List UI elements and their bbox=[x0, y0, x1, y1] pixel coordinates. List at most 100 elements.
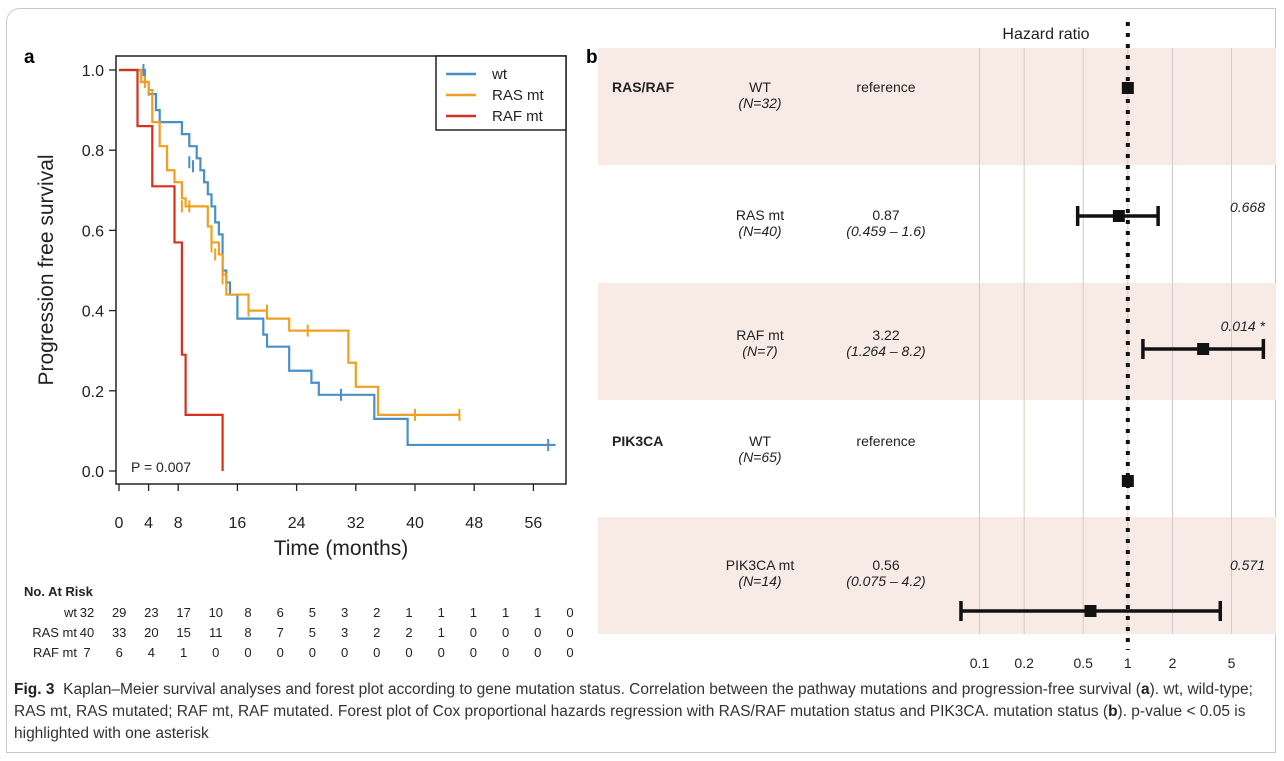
risk-cell: 1 bbox=[470, 605, 477, 620]
risk-cell: 8 bbox=[244, 605, 251, 620]
risk-cell: 0 bbox=[534, 625, 541, 640]
forest-point bbox=[1112, 210, 1125, 222]
km-y-tick-label: 0.2 bbox=[82, 384, 104, 401]
forest-ci-value: (0.075 – 4.2) bbox=[846, 573, 925, 589]
panel-b-label: b bbox=[586, 47, 598, 68]
forest-point bbox=[1197, 343, 1210, 355]
figure-svg: a 0.00.20.40.60.81.00 4 8 16 24 32 40 48 56Time … bbox=[24, 22, 1276, 671]
km-curve-1 bbox=[119, 68, 460, 416]
risk-cell: 2 bbox=[405, 625, 412, 640]
risk-cell: 11 bbox=[209, 625, 223, 640]
forest-level-label: PIK3CA mt bbox=[726, 557, 795, 573]
risk-cell: 0 bbox=[566, 605, 573, 620]
km-x-tick-label: 32 bbox=[347, 515, 365, 532]
risk-cell: 33 bbox=[112, 625, 126, 640]
forest-x-tick-label: 0.5 bbox=[1073, 655, 1093, 671]
forest-row-band bbox=[598, 283, 1276, 400]
risk-cell: 29 bbox=[112, 605, 126, 620]
caption-ref-b: b bbox=[1108, 703, 1118, 720]
risk-cell: 0 bbox=[438, 645, 445, 660]
risk-cell: 0 bbox=[534, 645, 541, 660]
km-legend-label: wt bbox=[491, 66, 508, 83]
km-y-tick-label: 1.0 bbox=[82, 63, 104, 80]
risk-cell: 10 bbox=[209, 605, 223, 620]
forest-hr-value: 3.22 bbox=[872, 327, 899, 343]
km-curve-2 bbox=[119, 68, 224, 471]
forest-hr-value: reference bbox=[856, 79, 915, 95]
figure-caption: Fig. 3 Kaplan–Meier survival analyses an… bbox=[14, 679, 1276, 745]
risk-cell: 1 bbox=[405, 605, 412, 620]
forest-p-value: 0.571 bbox=[1230, 557, 1265, 573]
risk-cell: 0 bbox=[566, 625, 573, 640]
km-legend-label: RAF mt bbox=[492, 108, 544, 125]
risk-row-label: wt bbox=[63, 605, 77, 620]
risk-cell: 0 bbox=[470, 625, 477, 640]
km-x-tick-label: 0 bbox=[115, 515, 124, 532]
forest-title: Hazard ratio bbox=[1002, 26, 1089, 43]
risk-cell: 3 bbox=[341, 625, 348, 640]
forest-level-label: RAS mt bbox=[736, 207, 784, 223]
risk-cell: 0 bbox=[341, 645, 348, 660]
forest-level-label: WT bbox=[749, 433, 771, 449]
forest-x-tick-label: 2 bbox=[1169, 655, 1177, 671]
risk-cell: 0 bbox=[277, 645, 284, 660]
risk-cell: 20 bbox=[144, 625, 158, 640]
km-x-tick-label: 8 bbox=[174, 515, 183, 532]
km-x-tick-label: 16 bbox=[229, 515, 247, 532]
km-y-tick-label: 0.6 bbox=[82, 223, 104, 240]
forest-level-label: WT bbox=[749, 79, 771, 95]
km-p-value: P = 0.007 bbox=[131, 459, 191, 475]
risk-cell: 23 bbox=[144, 605, 158, 620]
forest-p-value: 0.668 bbox=[1230, 199, 1265, 215]
forest-x-tick-label: 5 bbox=[1228, 655, 1236, 671]
forest-hr-value: 0.87 bbox=[872, 207, 899, 223]
km-x-tick-label: 4 bbox=[144, 515, 153, 532]
risk-cell: 0 bbox=[566, 645, 573, 660]
risk-cell: 6 bbox=[277, 605, 284, 620]
forest-row-band bbox=[598, 517, 1276, 634]
risk-cell: 6 bbox=[116, 645, 123, 660]
risk-cell: 0 bbox=[502, 625, 509, 640]
risk-cell: 3 bbox=[341, 605, 348, 620]
risk-cell: 0 bbox=[405, 645, 412, 660]
forest-x-tick-label: 0.1 bbox=[970, 655, 990, 671]
km-x-tick-label: 40 bbox=[406, 515, 424, 532]
forest-x-tick-label: 0.2 bbox=[1014, 655, 1034, 671]
risk-cell: 17 bbox=[176, 605, 190, 620]
km-x-tick-label: 48 bbox=[465, 515, 483, 532]
km-y-tick-label: 0.0 bbox=[82, 464, 104, 481]
forest-point bbox=[1121, 475, 1134, 487]
forest-n-label: (N=40) bbox=[738, 223, 781, 239]
forest-n-label: (N=7) bbox=[742, 343, 777, 359]
forest-group-label: RAS/RAF bbox=[612, 79, 675, 95]
km-plot-frame bbox=[115, 55, 567, 485]
risk-cell: 0 bbox=[244, 645, 251, 660]
risk-cell: 0 bbox=[502, 645, 509, 660]
caption-part1: Kaplan–Meier survival analyses and fores… bbox=[63, 681, 1141, 698]
forest-x-tick-label: 1 bbox=[1124, 655, 1132, 671]
panel-a-label: a bbox=[24, 47, 35, 68]
risk-cell: 0 bbox=[309, 645, 316, 660]
risk-cell: 5 bbox=[309, 625, 316, 640]
risk-cell: 7 bbox=[83, 645, 90, 660]
risk-row-label: RAS mt bbox=[32, 625, 77, 640]
forest-point bbox=[1121, 82, 1134, 94]
risk-cell: 1 bbox=[180, 645, 187, 660]
risk-cell: 2 bbox=[373, 605, 380, 620]
caption-part2: ). wt, wild-type; RAS mt, RAS mutated; R… bbox=[14, 681, 1253, 720]
caption-ref-a: a bbox=[1140, 681, 1150, 698]
risk-cell: 1 bbox=[534, 605, 541, 620]
forest-hr-value: 0.56 bbox=[872, 557, 899, 573]
km-y-tick-label: 0.8 bbox=[82, 143, 104, 160]
risk-cell: 1 bbox=[438, 605, 445, 620]
risk-cell: 7 bbox=[277, 625, 284, 640]
forest-hr-value: reference bbox=[856, 433, 915, 449]
risk-cell: 0 bbox=[373, 645, 380, 660]
risk-cell: 32 bbox=[80, 605, 94, 620]
risk-cell: 1 bbox=[502, 605, 509, 620]
risk-table-title: No. At Risk bbox=[24, 584, 94, 599]
risk-cell: 0 bbox=[212, 645, 219, 660]
